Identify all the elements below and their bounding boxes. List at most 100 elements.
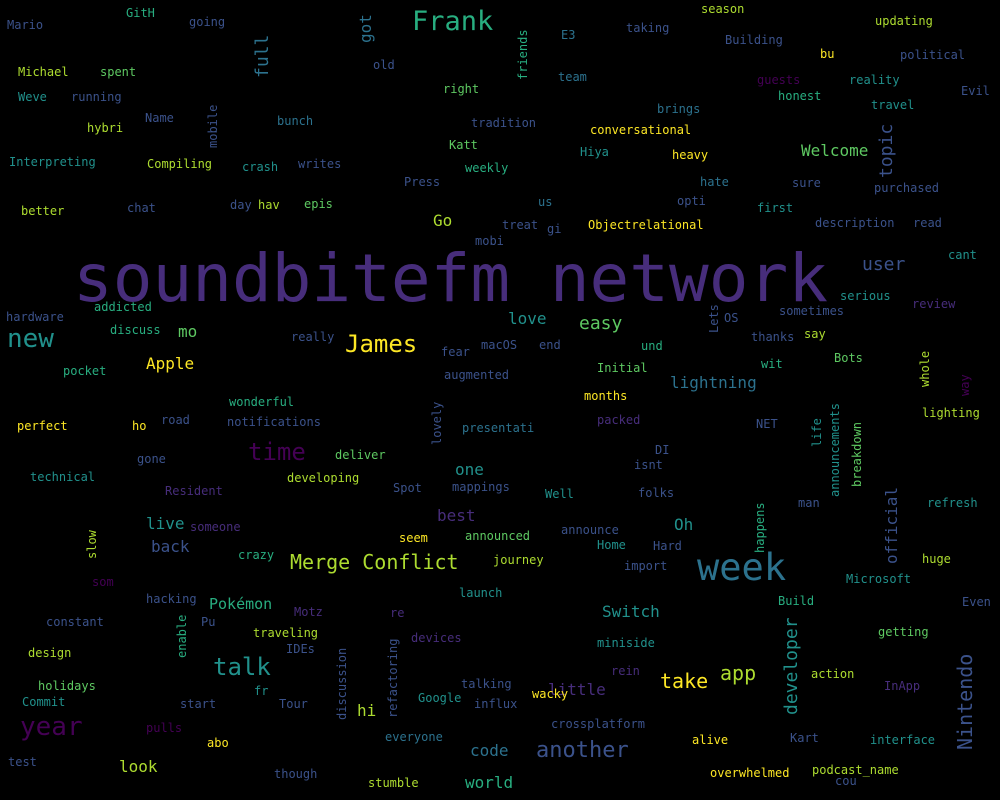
word: notifications (227, 415, 321, 429)
word: conversational (590, 123, 692, 137)
word: announced (465, 529, 531, 543)
word: constant (46, 615, 104, 629)
word: right (443, 82, 480, 96)
word: overwhelmed (710, 766, 790, 780)
word: man (798, 496, 820, 510)
word: fear (441, 345, 470, 359)
word: Spot (393, 481, 422, 495)
word: fr (254, 684, 269, 698)
word: Merge Conflict (290, 550, 459, 574)
word: technical (30, 470, 96, 484)
word: devices (411, 631, 462, 645)
word: Commit (22, 695, 66, 709)
word: better (21, 204, 65, 218)
word: Pokémon (209, 595, 273, 613)
word: official (882, 486, 901, 564)
word: one (455, 460, 484, 479)
word: seem (399, 531, 428, 545)
word: treat (502, 218, 539, 232)
word: Objectrelational (588, 218, 704, 232)
word: look (119, 757, 158, 776)
word: cou (835, 774, 857, 788)
word: isnt (634, 458, 663, 472)
word: heavy (672, 148, 709, 162)
word: developer (781, 617, 802, 715)
word: lovely (430, 401, 444, 445)
word: review (912, 297, 956, 311)
word: though (274, 767, 318, 781)
word: talk (213, 653, 271, 681)
word: Kart (790, 731, 819, 745)
word: Switch (602, 602, 660, 621)
word: influx (474, 697, 518, 711)
word: read (913, 216, 942, 230)
word: journey (493, 553, 544, 567)
word: pulls (146, 721, 183, 735)
word: som (92, 575, 114, 589)
word: re (390, 606, 405, 620)
word: sure (792, 176, 821, 190)
word: lighting (922, 406, 980, 420)
word: time (248, 438, 306, 466)
word: crazy (238, 548, 275, 562)
word: InApp (884, 679, 921, 693)
word: Frank (412, 6, 494, 37)
word: addicted (94, 300, 152, 314)
word: Hiya (580, 145, 609, 159)
word: spent (100, 65, 137, 79)
word: ho (132, 419, 147, 433)
word: Lets (707, 304, 721, 333)
word: easy (579, 313, 623, 334)
word: honest (778, 89, 822, 103)
word: crossplatform (551, 717, 645, 731)
word: interface (870, 733, 936, 747)
word: way (958, 374, 972, 396)
word: taking (626, 21, 670, 35)
word: travel (871, 98, 915, 112)
word: back (151, 537, 190, 556)
word: code (470, 741, 509, 760)
word: Build (778, 594, 815, 608)
word: refresh (927, 496, 978, 510)
word: end (539, 338, 561, 352)
word: developing (287, 471, 360, 485)
word: gi (547, 222, 562, 236)
word: Bots (834, 351, 863, 365)
word: love (508, 309, 547, 328)
word: wit (761, 357, 783, 371)
word: refactoring (386, 638, 400, 718)
word: running (71, 90, 122, 104)
word: Go (433, 211, 453, 230)
word: Press (404, 175, 441, 189)
word: huge (922, 552, 951, 566)
word: Welcome (801, 141, 869, 160)
word: Initial (597, 361, 648, 375)
word: soundbitefm network (73, 240, 828, 317)
word: abo (207, 736, 229, 750)
word: traveling (253, 626, 319, 640)
word: IDEs (286, 642, 315, 656)
word: say (804, 327, 826, 341)
word: mobile (206, 104, 220, 148)
word: Mario (7, 18, 44, 32)
word: life (810, 418, 824, 447)
word: announce (561, 523, 619, 537)
word: macOS (481, 338, 518, 352)
word: stumble (368, 776, 419, 790)
word: NET (756, 417, 778, 431)
word: Pu (201, 615, 216, 629)
word: hi (357, 701, 377, 720)
word: Home (597, 538, 626, 552)
word: holidays (38, 679, 96, 693)
word: wonderful (229, 395, 295, 409)
word: Interpreting (9, 155, 96, 169)
word: take (660, 669, 709, 693)
word: guests (757, 73, 801, 87)
word: Nintendo (953, 653, 977, 750)
word: getting (878, 625, 929, 639)
word: talking (461, 677, 512, 691)
word: thanks (751, 330, 795, 344)
word: deliver (335, 448, 386, 462)
word: DI (655, 443, 670, 457)
word: friends (516, 29, 530, 80)
